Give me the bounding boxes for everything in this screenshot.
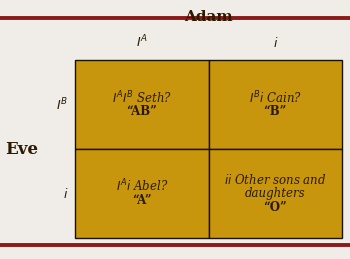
Text: $i$: $i$ <box>63 186 68 200</box>
Bar <box>75 60 209 149</box>
Text: $I^B i$ Cain?: $I^B i$ Cain? <box>249 89 302 106</box>
Text: $I^A$: $I^A$ <box>136 33 148 50</box>
Text: daughters: daughters <box>245 187 306 200</box>
Bar <box>75 149 209 238</box>
Text: Adam: Adam <box>184 10 233 24</box>
Text: $ii$ Other sons and: $ii$ Other sons and <box>224 172 327 186</box>
Text: $I^B$: $I^B$ <box>56 96 68 113</box>
Text: “O”: “O” <box>263 201 287 214</box>
Text: “A”: “A” <box>132 194 152 207</box>
Text: $i$: $i$ <box>273 36 278 50</box>
Text: “AB”: “AB” <box>126 105 157 118</box>
Text: $I^A I^B$ Seth?: $I^A I^B$ Seth? <box>112 89 172 106</box>
Text: Eve: Eve <box>6 140 38 157</box>
Bar <box>209 149 342 238</box>
Bar <box>209 60 342 149</box>
Text: $I^A i$ Abel?: $I^A i$ Abel? <box>116 178 168 195</box>
Text: “B”: “B” <box>264 105 287 118</box>
